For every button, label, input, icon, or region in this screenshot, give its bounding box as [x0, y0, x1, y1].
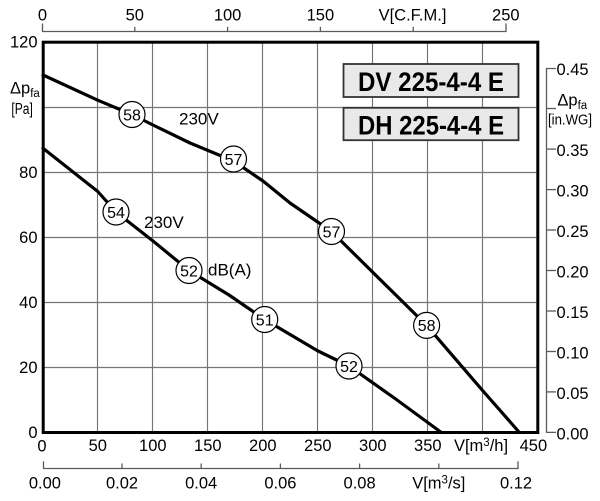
svg-text:0.35: 0.35 [557, 142, 589, 160]
svg-text:57: 57 [225, 152, 243, 169]
svg-text:450: 450 [520, 437, 548, 455]
svg-text:0.06: 0.06 [264, 475, 296, 493]
svg-text:51: 51 [256, 312, 274, 329]
svg-text:0: 0 [38, 7, 47, 25]
svg-text:0.10: 0.10 [557, 344, 589, 362]
svg-text:0.25: 0.25 [557, 223, 589, 241]
svg-text:60: 60 [19, 229, 37, 247]
svg-text:52: 52 [340, 359, 358, 376]
svg-text:0.45: 0.45 [557, 61, 589, 79]
svg-text:0.20: 0.20 [557, 263, 589, 281]
svg-text:52: 52 [180, 263, 198, 280]
svg-text:58: 58 [123, 107, 141, 124]
svg-text:0.08: 0.08 [344, 475, 376, 493]
svg-text:230V: 230V [144, 213, 184, 232]
svg-text:100: 100 [214, 7, 242, 25]
svg-text:54: 54 [107, 205, 125, 222]
svg-text:V[m3/h]: V[m3/h] [454, 437, 508, 455]
svg-text:120: 120 [10, 34, 38, 52]
svg-text:0.30: 0.30 [557, 183, 589, 201]
svg-text:0: 0 [37, 437, 46, 455]
svg-text:80: 80 [19, 164, 37, 182]
svg-text:50: 50 [89, 437, 107, 455]
svg-text:V[C.F.M.]: V[C.F.M.] [379, 7, 447, 25]
svg-text:0: 0 [28, 424, 37, 442]
svg-text:0.05: 0.05 [557, 385, 589, 403]
svg-text:DV 225-4-4 E: DV 225-4-4 E [358, 67, 504, 97]
svg-text:300: 300 [359, 437, 387, 455]
svg-text:V[m3/s]: V[m3/s] [412, 475, 465, 493]
svg-text:58: 58 [418, 318, 436, 335]
svg-text:20: 20 [19, 359, 37, 377]
svg-text:57: 57 [323, 224, 341, 241]
svg-text:200: 200 [249, 437, 277, 455]
svg-text:0.00: 0.00 [557, 425, 589, 443]
svg-text:0.02: 0.02 [106, 475, 138, 493]
svg-text:250: 250 [492, 7, 520, 25]
svg-text:0.04: 0.04 [185, 475, 217, 493]
svg-text:150: 150 [194, 437, 222, 455]
svg-text:[in.WG]: [in.WG] [548, 112, 592, 129]
svg-text:0.00: 0.00 [29, 475, 61, 493]
svg-text:350: 350 [414, 437, 442, 455]
svg-text:150: 150 [307, 7, 335, 25]
svg-text:0.15: 0.15 [557, 304, 589, 322]
svg-text:DH 225-4-4 E: DH 225-4-4 E [358, 110, 504, 140]
svg-text:230V: 230V [179, 109, 219, 128]
svg-text:40: 40 [19, 294, 37, 312]
svg-text:0.12: 0.12 [500, 475, 532, 493]
svg-text:[Pa]: [Pa] [11, 101, 33, 118]
svg-text:50: 50 [126, 7, 144, 25]
svg-text:100: 100 [139, 437, 167, 455]
svg-text:250: 250 [304, 437, 332, 455]
svg-text:dB(A): dB(A) [208, 261, 251, 280]
